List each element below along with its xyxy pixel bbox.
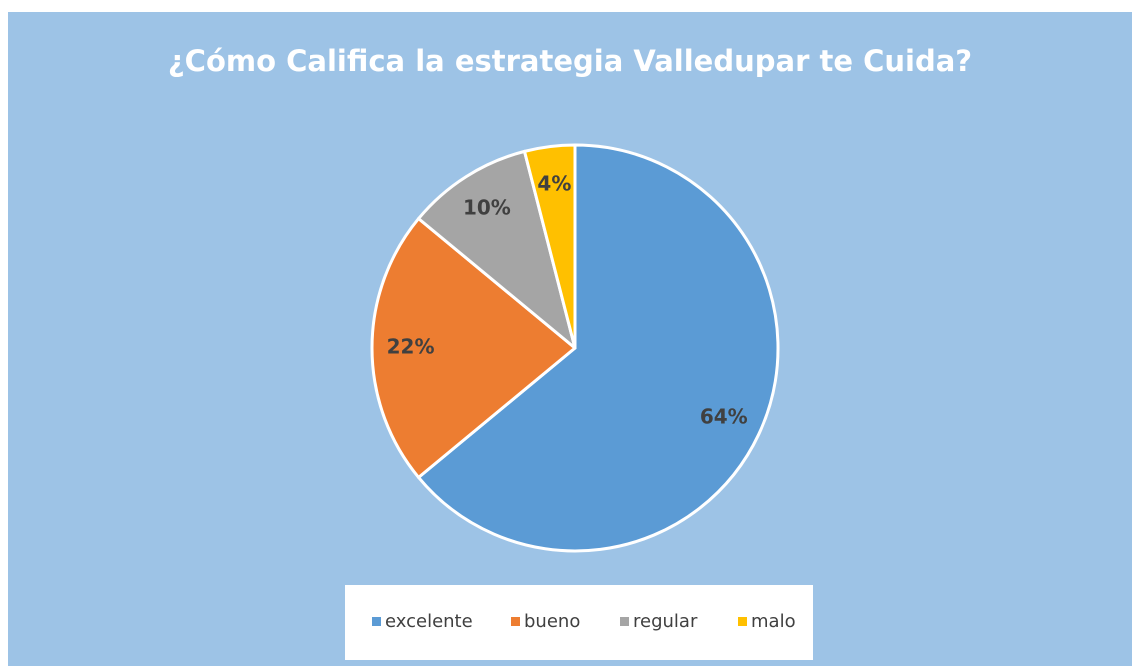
legend-label: bueno [524,611,580,632]
legend-label: excelente [385,611,473,632]
legend-label: regular [633,611,698,632]
pie-slice [523,143,577,350]
pie-slice [417,143,780,553]
legend-label: malo [751,611,796,632]
legend-marker [620,617,629,626]
data-label: 4% [537,171,571,195]
pie-slice [370,217,577,479]
legend-marker [511,617,520,626]
data-label: 10% [463,196,511,220]
data-label: 22% [387,335,435,359]
legend-box [345,585,813,660]
data-label: 64% [700,405,748,429]
legend-marker [372,617,381,626]
chart-title: ¿Cómo Califica la estrategia Valledupar … [168,44,972,78]
legend-marker [738,617,747,626]
